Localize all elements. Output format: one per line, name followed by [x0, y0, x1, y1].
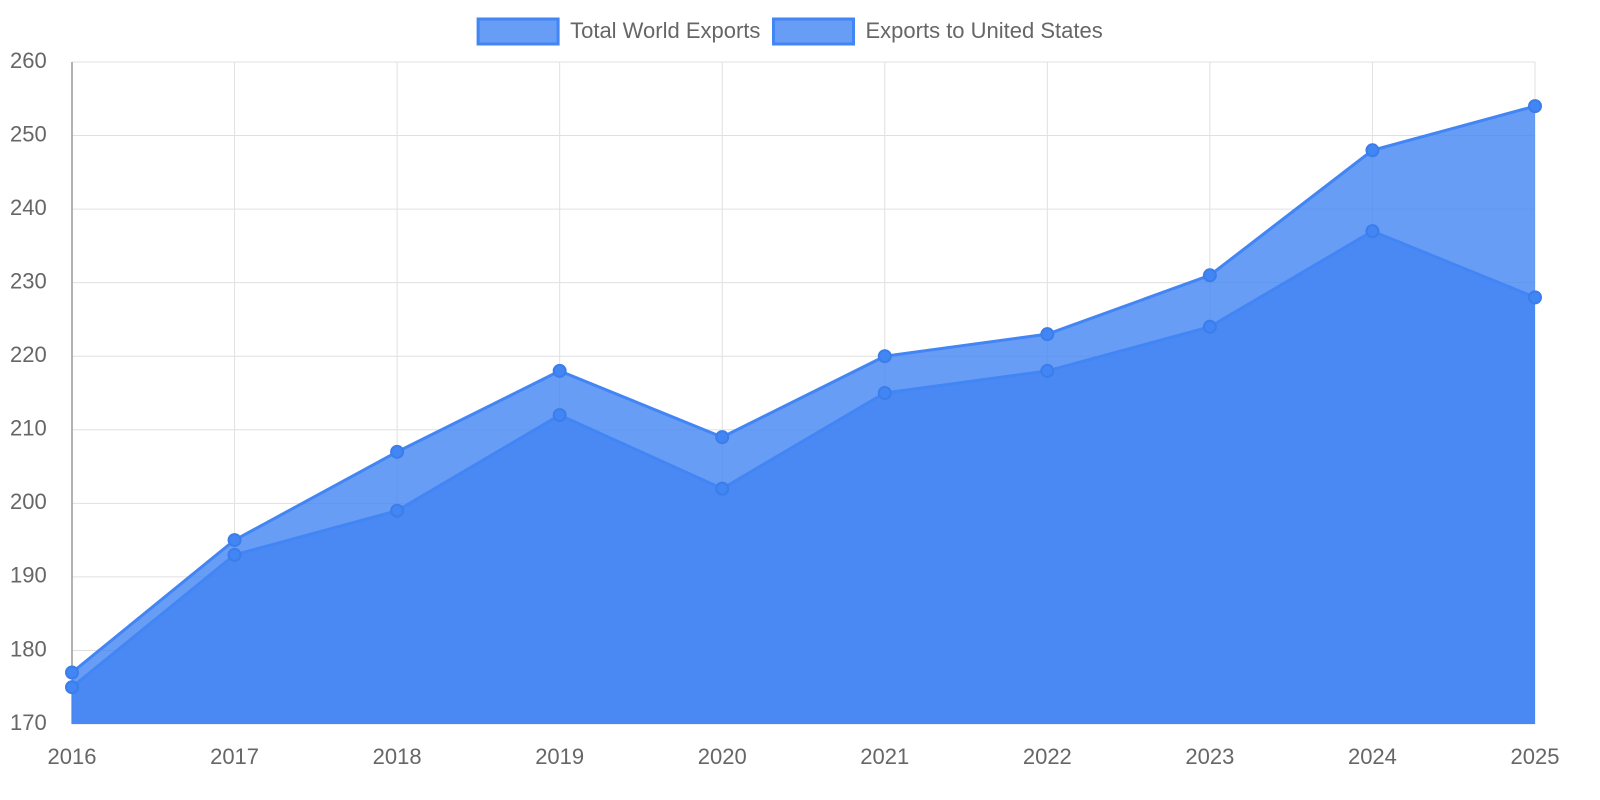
point: [1040, 363, 1055, 378]
x-tick-label: 2018: [373, 744, 422, 769]
x-tick-label: 2025: [1511, 744, 1560, 769]
point: [552, 363, 567, 378]
x-tick-label: 2017: [210, 744, 259, 769]
y-tick-label: 170: [10, 710, 47, 735]
x-tick-label: 2024: [1348, 744, 1397, 769]
point: [65, 665, 79, 680]
point: [1202, 319, 1217, 334]
y-tick-label: 210: [10, 416, 47, 441]
point: [552, 408, 567, 423]
point: [1040, 327, 1055, 342]
point: [1528, 290, 1542, 305]
line: [71, 104, 1536, 674]
line: [71, 229, 1536, 689]
legend-swatch: [476, 17, 560, 46]
point: [877, 349, 892, 364]
legend-swatch: [772, 17, 855, 46]
point: [227, 533, 242, 548]
point: [877, 386, 892, 400]
x-tick-label: 2022: [1023, 744, 1072, 769]
point: [390, 503, 405, 518]
point: [227, 547, 242, 562]
y-tick-label: 200: [10, 489, 47, 514]
point: [390, 444, 405, 459]
point: [1365, 224, 1380, 239]
point: [1365, 143, 1380, 158]
y-tick-label: 260: [10, 48, 47, 73]
point: [1528, 99, 1542, 114]
legend-label: Total World Exports: [570, 18, 760, 43]
y-tick-label: 220: [10, 342, 47, 367]
x-tick-label: 2016: [48, 744, 97, 769]
y-tick-label: 190: [10, 563, 47, 588]
y-tick-label: 180: [10, 636, 47, 661]
x-tick-label: 2019: [535, 744, 584, 769]
area: [72, 231, 1535, 724]
point: [65, 680, 79, 695]
legend-label: Exports to United States: [866, 18, 1103, 43]
y-tick-label: 250: [10, 121, 47, 146]
point: [715, 430, 730, 445]
x-tick-label: 2023: [1185, 744, 1234, 769]
point: [715, 481, 730, 496]
y-tick-label: 230: [10, 268, 47, 293]
x-tick-label: 2021: [860, 744, 909, 769]
point: [1202, 268, 1217, 283]
x-tick-label: 2020: [698, 744, 747, 769]
y-tick-label: 240: [10, 195, 47, 220]
